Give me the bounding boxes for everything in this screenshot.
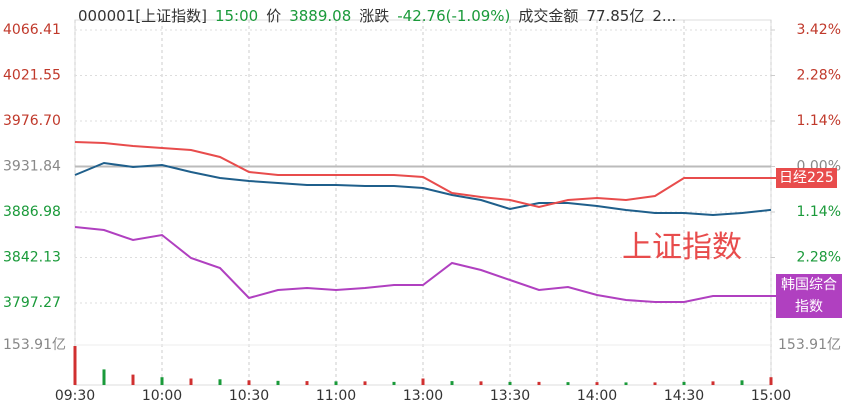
header-item: 15:00 — [214, 7, 259, 25]
header-item: 2... — [652, 7, 677, 25]
y-tick-label: 3797.27 — [3, 295, 61, 311]
volume-bar — [421, 378, 425, 385]
volume-bar — [682, 381, 686, 385]
volume-bar — [334, 381, 338, 385]
y-tick-label: 3976.70 — [3, 113, 61, 129]
volume-bar — [102, 369, 106, 385]
series-line — [74, 226, 771, 303]
header-item: 成交金额 — [518, 7, 579, 25]
volume-bar — [740, 380, 744, 385]
y-tick-label: 4021.55 — [3, 68, 61, 84]
x-tick-label: 14:30 — [664, 388, 704, 404]
volume-tick-label: 153.91亿 — [778, 337, 841, 353]
y-tick-label: 3931.84 — [3, 159, 61, 175]
y-tick-label: 4066.41 — [3, 22, 61, 38]
header-item: 77.85亿 — [586, 7, 645, 25]
x-tick-label: 13:00 — [403, 388, 443, 404]
volume-bar — [392, 381, 396, 385]
series-label: 韩国综合指数 — [776, 274, 842, 318]
volume-bar — [624, 382, 628, 385]
header-item: 价 — [266, 7, 282, 25]
volume-bar — [566, 382, 570, 385]
volume-bar — [769, 377, 773, 385]
volume-bar — [189, 378, 193, 385]
y-tick-label: 3886.98 — [3, 204, 61, 220]
y2-tick-label: 2.28% — [797, 250, 841, 266]
x-tick-label: 14:00 — [577, 388, 617, 404]
volume-bar — [711, 381, 715, 385]
header-item: 000001[上证指数] — [78, 7, 207, 25]
volume-bar — [479, 381, 483, 385]
header-item: -42.76(-1.09%) — [397, 7, 511, 25]
volume-bar — [247, 380, 251, 385]
header-item: 涨跌 — [359, 7, 390, 25]
series-label: 日经225 — [776, 168, 837, 188]
y2-tick-label: 1.14% — [797, 204, 841, 220]
volume-bar — [131, 374, 135, 385]
volume-bar — [537, 381, 541, 385]
header-item: 3889.08 — [289, 7, 352, 25]
series-line — [74, 161, 772, 217]
x-tick-label: 11:00 — [316, 388, 356, 404]
volume-bar — [363, 381, 367, 385]
y2-tick-label: 3.42% — [797, 22, 841, 38]
volume-bar — [305, 381, 309, 385]
volume-bar — [218, 379, 222, 385]
volume-bar — [73, 346, 77, 385]
y2-tick-label: 1.14% — [797, 113, 841, 129]
x-tick-label: 13:30 — [490, 388, 530, 404]
volume-bar — [160, 377, 164, 385]
x-tick-label: 15:00 — [751, 388, 791, 404]
volume-bar — [595, 382, 599, 385]
volume-bar — [653, 382, 657, 385]
header: 000001[上证指数] 15:00 价 3889.08 涨跌 -42.76(-1.09%… — [78, 5, 684, 26]
y-tick-label: 3842.13 — [3, 249, 61, 265]
volume-bar — [276, 380, 280, 385]
x-tick-label: 09:30 — [55, 388, 95, 404]
volume-tick-label: 153.91亿 — [3, 337, 66, 353]
volume-bar — [508, 381, 512, 385]
y2-tick-label: 2.28% — [797, 68, 841, 84]
volume-bar — [450, 381, 454, 385]
annotation: 上证指数 — [622, 230, 742, 265]
series-line — [74, 141, 771, 209]
x-tick-label: 10:30 — [229, 388, 269, 404]
x-tick-label: 10:00 — [142, 388, 182, 404]
